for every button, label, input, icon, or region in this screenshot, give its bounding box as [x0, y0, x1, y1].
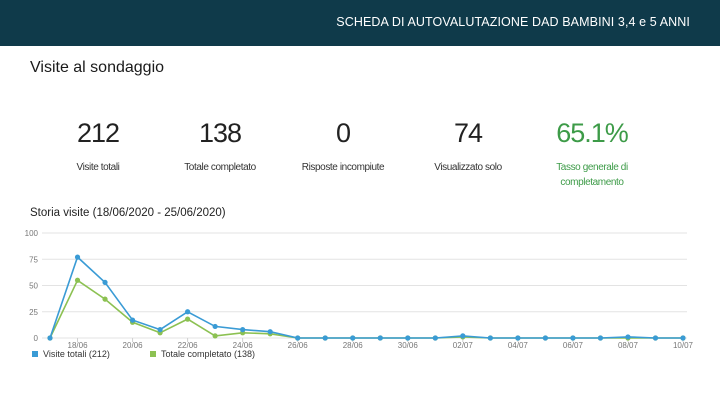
- y-tick-label: 75: [29, 255, 38, 264]
- x-tick-label: 26/06: [288, 341, 309, 350]
- y-tick-label: 100: [25, 229, 39, 238]
- section-title: Visite al sondaggio: [30, 59, 165, 76]
- data-point-visits: [267, 329, 273, 335]
- stat-completion-rate: 65.1% Tasso generale di completamento: [527, 118, 657, 190]
- data-point-visits: [102, 279, 108, 285]
- data-point-visits: [570, 335, 576, 341]
- x-tick-label: 10/07: [673, 341, 694, 350]
- data-point-visits: [597, 335, 604, 341]
- stat-value: 65.1%: [556, 118, 629, 148]
- legend-label: Totale completato (138): [161, 349, 256, 359]
- stat-value: 138: [198, 118, 242, 148]
- x-tick-label: 24/06: [233, 341, 254, 350]
- data-point-visits: [680, 335, 686, 341]
- data-point-visits: [542, 335, 548, 341]
- data-point-visits: [295, 335, 301, 341]
- x-tick-label: 30/06: [398, 341, 419, 350]
- x-tick-label: 06/07: [563, 341, 584, 350]
- data-point-completed: [102, 296, 108, 302]
- data-point-visits: [157, 327, 163, 333]
- data-point-visits: [185, 309, 191, 315]
- data-point-visits: [322, 335, 328, 341]
- y-tick-label: 25: [29, 308, 38, 317]
- data-point-visits: [405, 335, 411, 341]
- stat-value: 212: [76, 118, 120, 148]
- data-point-visits: [240, 327, 246, 333]
- legend-swatch-completed: [150, 351, 156, 357]
- data-point-completed: [212, 333, 218, 339]
- stat-label: Visualizzato solo: [434, 162, 502, 173]
- series-line-visits: [49, 255, 683, 339]
- x-tick-label: 20/06: [123, 341, 144, 350]
- stat-incomplete: 0 Risposte incompiute: [278, 118, 408, 175]
- stat-label: Risposte incompiute: [301, 162, 385, 173]
- x-tick-label: 22/06: [178, 341, 199, 350]
- header-title: SCHEDA DI AUTOVALUTAZIONE DAD BAMBINI 3,…: [336, 15, 690, 29]
- data-point-visits: [47, 335, 53, 341]
- data-point-visits: [432, 335, 438, 341]
- data-point-visits: [377, 335, 383, 341]
- x-tick-label: 28/06: [343, 341, 364, 350]
- y-tick-label: 0: [34, 334, 39, 343]
- chart-title: Storia visite (18/06/2020 - 25/06/2020): [30, 207, 226, 219]
- x-tick-label: 18/06: [68, 341, 89, 350]
- legend-item-completed[interactable]: Totale completato (138): [150, 349, 255, 359]
- legend-swatch-visits: [32, 351, 38, 357]
- data-point-visits: [129, 317, 136, 323]
- series-line-completed: [49, 279, 683, 339]
- data-point-visits: [515, 335, 521, 341]
- stat-label: Totale completato: [184, 162, 256, 173]
- x-tick-label: 04/07: [508, 341, 529, 350]
- data-point-visits: [74, 254, 81, 260]
- data-point-visits: [652, 335, 659, 341]
- stat-value: 0: [335, 118, 351, 148]
- legend-label: Visite totali (212): [43, 349, 110, 359]
- data-point-visits: [487, 335, 493, 341]
- stat-label: Visite totali: [76, 162, 120, 173]
- data-point-visits: [350, 335, 356, 341]
- data-point-completed: [185, 316, 191, 322]
- data-point-visits: [625, 334, 631, 340]
- stat-viewed-only: 74 Visualizzato solo: [403, 118, 533, 175]
- x-tick-label: 02/07: [453, 341, 474, 350]
- legend-item-visits[interactable]: Visite totali (212): [32, 349, 110, 359]
- stat-label: Tasso generale di completamento: [556, 162, 628, 188]
- header-bar: SCHEDA DI AUTOVALUTAZIONE DAD BAMBINI 3,…: [0, 0, 720, 46]
- y-tick-label: 50: [29, 282, 38, 291]
- data-point-visits: [212, 323, 218, 330]
- x-tick-label: 08/07: [618, 341, 639, 350]
- data-point-visits: [460, 333, 466, 339]
- stat-total-visits: 212 Visite totali: [33, 118, 163, 175]
- stat-value: 74: [453, 118, 483, 148]
- stat-completed: 138 Totale completato: [155, 118, 285, 175]
- data-point-completed: [74, 277, 81, 283]
